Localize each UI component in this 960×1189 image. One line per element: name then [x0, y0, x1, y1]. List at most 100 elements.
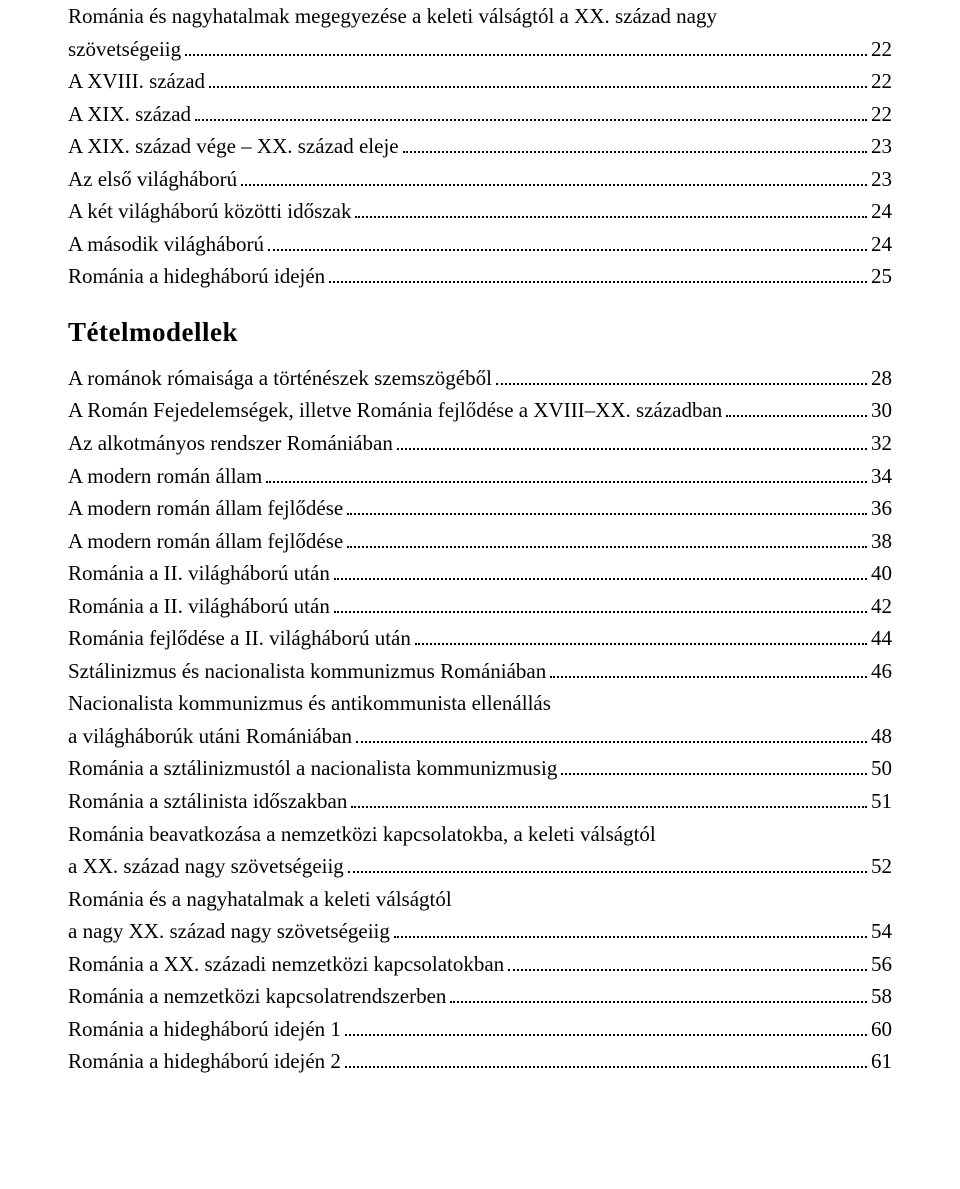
toc-entry-label: Az alkotmányos rendszer Romániában: [68, 427, 393, 460]
toc-entry-label: a nagy XX. század nagy szövetségeiig: [68, 915, 390, 948]
toc-entry: Románia a hidegháború idején 1 60: [68, 1013, 892, 1046]
toc-entry-page: 38: [871, 525, 892, 558]
toc-entry-line: Románia és a nagyhatalmak a keleti válsá…: [68, 883, 892, 916]
toc-entry-page: 24: [871, 195, 892, 228]
toc-entry-page: 40: [871, 557, 892, 590]
toc-group-1: Románia és nagyhatalmak megegyezése a ke…: [68, 0, 892, 293]
toc-entry-page: 24: [871, 228, 892, 261]
toc-entry: A modern román állam fejlődése 36: [68, 492, 892, 525]
toc-entry: A Román Fejedelemségek, illetve Románia …: [68, 394, 892, 427]
toc-entry-page: 34: [871, 460, 892, 493]
toc-group-2: A románok rómaisága a történészek szemsz…: [68, 362, 892, 1078]
toc-entry-page: 28: [871, 362, 892, 395]
toc-entry-label: A XIX. század vége – XX. század eleje: [68, 130, 399, 163]
toc-entry-page: 22: [871, 33, 892, 66]
toc-entry: a világháborúk utáni Romániában48: [68, 720, 892, 753]
toc-dot-leader: [496, 365, 867, 385]
toc-entry: A XIX. század 22: [68, 98, 892, 131]
toc-entry: A XVIII. század 22: [68, 65, 892, 98]
toc-entry-page: 60: [871, 1013, 892, 1046]
toc-entry-label: A második világháború: [68, 228, 264, 261]
toc-entry: A modern román állam fejlődése 38: [68, 525, 892, 558]
toc-entry-label: A modern román állam fejlődése: [68, 525, 343, 558]
toc-dot-leader: [550, 658, 867, 678]
toc-entry-label: Románia a sztálinista időszakban: [68, 785, 347, 818]
toc-entry-line: Románia beavatkozása a nemzetközi kapcso…: [68, 818, 892, 851]
toc-entry-page: 42: [871, 590, 892, 623]
toc-dot-leader: [329, 264, 867, 284]
toc-dot-leader: [347, 528, 867, 548]
toc-entry: Románia a nemzetközi kapcsolatrendszerbe…: [68, 980, 892, 1013]
toc-entry-page: 22: [871, 65, 892, 98]
toc-entry-page: 48: [871, 720, 892, 753]
toc-entry-label: Románia a hidegháború idején 1: [68, 1013, 341, 1046]
toc-entry-page: 56: [871, 948, 892, 981]
toc-dot-leader: [508, 951, 867, 971]
toc-dot-leader: [726, 398, 867, 418]
toc-entry-page: 52: [871, 850, 892, 883]
toc-entry-label: A XIX. század: [68, 98, 191, 131]
toc-entry-page: 23: [871, 130, 892, 163]
toc-entry: Az első világháború 23: [68, 163, 892, 196]
toc-entry: A modern román állam 34: [68, 460, 892, 493]
section-heading: Tételmodellek: [68, 317, 892, 348]
toc-entry-page: 32: [871, 427, 892, 460]
toc-entry: Románia a II. világháború után 40: [68, 557, 892, 590]
toc-entry-label: A XVIII. század: [68, 65, 205, 98]
toc-entry: Románia a sztálinizmustól a nacionalista…: [68, 752, 892, 785]
toc-entry-page: 25: [871, 260, 892, 293]
toc-entry: Sztálinizmus és nacionalista kommunizmus…: [68, 655, 892, 688]
toc-entry-label: Románia a II. világháború után: [68, 557, 330, 590]
toc-entry-label: a XX. század nagy szövetségeiig: [68, 850, 344, 883]
toc-dot-leader: [334, 560, 867, 580]
toc-entry-label: Románia a hidegháború idején 2: [68, 1045, 341, 1078]
toc-entry: Románia fejlődése a II. világháború után…: [68, 622, 892, 655]
toc-entry: Románia a hidegháború idején 2 61: [68, 1045, 892, 1078]
toc-entry-label: A Román Fejedelemségek, illetve Románia …: [68, 394, 722, 427]
toc-dot-leader: [351, 788, 867, 808]
toc-entry: A második világháború 24: [68, 228, 892, 261]
toc-entry-label: Románia a nemzetközi kapcsolatrendszerbe…: [68, 980, 446, 1013]
toc-dot-leader: [347, 495, 867, 515]
toc-entry-label: A modern román állam fejlődése: [68, 492, 343, 525]
toc-entry-page: 22: [871, 98, 892, 131]
toc-entry: a XX. század nagy szövetségeiig 52: [68, 850, 892, 883]
toc-dot-leader: [266, 463, 867, 483]
toc-entry: Románia a XX. századi nemzetközi kapcsol…: [68, 948, 892, 981]
toc-dot-leader: [394, 918, 867, 938]
toc-entry-page: 23: [871, 163, 892, 196]
toc-dot-leader: [334, 593, 867, 613]
toc-dot-leader: [209, 68, 867, 88]
toc-entry-label: Románia fejlődése a II. világháború után: [68, 622, 411, 655]
toc-entry-label: Románia a XX. századi nemzetközi kapcsol…: [68, 948, 504, 981]
toc-dot-leader: [403, 133, 867, 153]
toc-dot-leader: [195, 101, 867, 121]
toc-dot-leader: [241, 166, 867, 186]
toc-entry-page: 58: [871, 980, 892, 1013]
toc-entry-label: Az első világháború: [68, 163, 237, 196]
toc-entry-label: Sztálinizmus és nacionalista kommunizmus…: [68, 655, 546, 688]
toc-entry-page: 36: [871, 492, 892, 525]
toc-dot-leader: [185, 36, 867, 56]
toc-entry: a nagy XX. század nagy szövetségeiig 54: [68, 915, 892, 948]
toc-entry: A XIX. század vége – XX. század eleje 23: [68, 130, 892, 163]
toc-entry-label: Románia a hidegháború idején: [68, 260, 325, 293]
toc-entry-page: 50: [871, 752, 892, 785]
toc-entry: A románok rómaisága a történészek szemsz…: [68, 362, 892, 395]
toc-dot-leader: [268, 231, 867, 251]
toc-entry-page: 61: [871, 1045, 892, 1078]
toc-entry-page: 46: [871, 655, 892, 688]
toc-entry-page: 51: [871, 785, 892, 818]
toc-entry-page: 44: [871, 622, 892, 655]
toc-dot-leader: [355, 198, 867, 218]
toc-dot-leader: [348, 853, 867, 873]
toc-dot-leader: [561, 756, 867, 776]
toc-entry-line: Románia és nagyhatalmak megegyezése a ke…: [68, 0, 892, 33]
toc-entry-label: szövetségeiig: [68, 33, 181, 66]
toc-entry-page: 54: [871, 915, 892, 948]
toc-entry: Románia a II. világháború után 42: [68, 590, 892, 623]
toc-entry-label: Románia a II. világháború után: [68, 590, 330, 623]
toc-entry: Románia a hidegháború idején 25: [68, 260, 892, 293]
toc-entry-label: A modern román állam: [68, 460, 262, 493]
toc-dot-leader: [450, 983, 867, 1003]
